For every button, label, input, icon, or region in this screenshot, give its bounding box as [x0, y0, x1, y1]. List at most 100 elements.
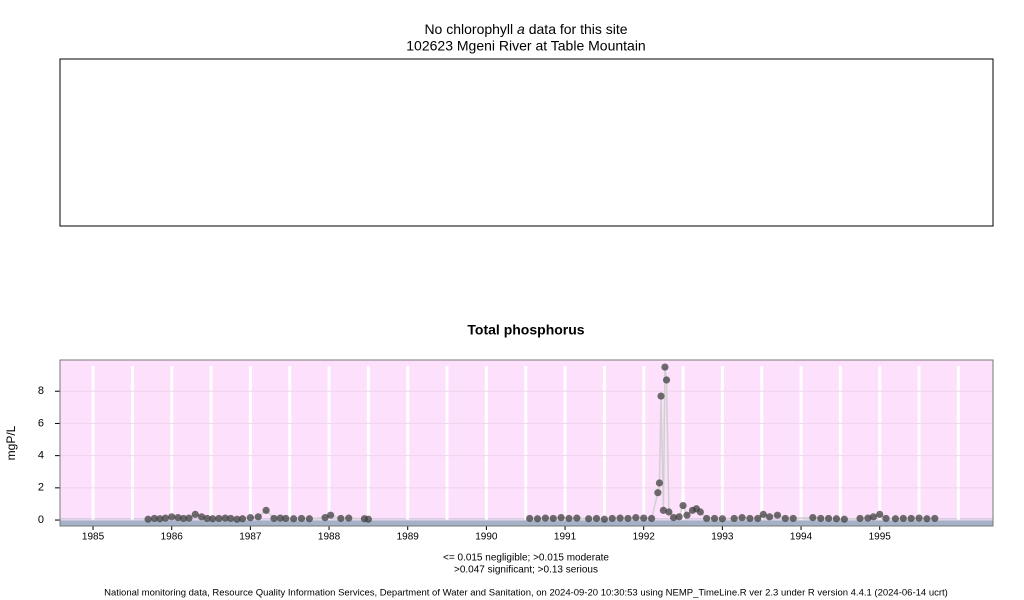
data-point: [608, 514, 616, 523]
data-point: [876, 510, 884, 519]
data-point: [824, 514, 833, 523]
data-point: [262, 506, 270, 514]
data-point: [533, 515, 542, 523]
data-point: [746, 514, 754, 523]
data-point: [773, 511, 782, 519]
y-axis-label: mgP/L: [4, 425, 18, 460]
data-point: [305, 515, 313, 523]
x-tick-label: 1986: [161, 532, 184, 543]
data-point: [907, 514, 915, 523]
x-tick-label: 1993: [711, 532, 734, 543]
data-point: [730, 514, 738, 523]
data-point: [600, 515, 608, 523]
x-tick-label: 1994: [790, 532, 813, 543]
data-point: [703, 514, 711, 523]
data-point: [254, 513, 262, 521]
data-point: [718, 515, 726, 523]
data-point: [915, 514, 923, 522]
data-point: [856, 514, 864, 523]
x-tick-label: 1992: [633, 532, 656, 543]
data-point: [557, 514, 565, 522]
footer: National monitoring data, Resource Quali…: [104, 588, 948, 599]
data-point: [526, 514, 534, 523]
data-point: [624, 514, 632, 523]
data-point: [647, 514, 656, 523]
data-point: [364, 515, 372, 523]
data-point: [221, 514, 229, 522]
threshold-band: [60, 519, 993, 526]
data-point: [276, 514, 284, 522]
empty-panel: [59, 58, 994, 227]
data-point: [233, 515, 241, 523]
data-point: [765, 513, 774, 521]
y-tick-label: 6: [38, 417, 44, 429]
panel-subtitle: 102623 Mgeni River at Table Mountain: [406, 38, 645, 54]
data-point: [696, 508, 704, 516]
title-part: data for this site: [529, 21, 628, 37]
data-point: [640, 514, 648, 522]
x-tick-label: 1995: [869, 532, 892, 543]
data-point: [321, 514, 329, 522]
data-point: [683, 511, 691, 519]
data-point: [869, 513, 878, 521]
data-point: [297, 514, 306, 523]
data-point: [270, 514, 278, 523]
y-tick-label: 0: [38, 514, 44, 526]
data-point: [179, 514, 188, 523]
data-point: [670, 514, 678, 522]
data-point: [657, 392, 665, 400]
data-point: [150, 514, 159, 523]
data-point: [345, 514, 353, 522]
title-part: No chlorophyll: [424, 21, 513, 37]
data-point: [864, 514, 872, 522]
data-point: [654, 489, 662, 497]
x-tick-label: 1987: [239, 532, 262, 543]
data-point: [891, 515, 900, 523]
data-point: [327, 511, 335, 519]
data-point: [809, 514, 817, 522]
chart-title: Total phosphorus: [467, 322, 584, 338]
data-point: [931, 514, 939, 523]
data-point: [665, 508, 673, 516]
x-tick-label: 1985: [82, 532, 105, 543]
plot-frame: [59, 359, 994, 527]
data-point: [541, 514, 549, 522]
data-point: [549, 514, 557, 523]
data-point: [203, 514, 211, 523]
data-point: [789, 514, 797, 523]
data-point: [832, 515, 841, 523]
data-point: [337, 514, 345, 523]
y-tick-label: 4: [38, 450, 44, 462]
data-point: [759, 510, 767, 519]
data-point: [710, 514, 719, 523]
data-point: [661, 363, 669, 371]
note: <= 0.015 negligible; >0.015 moderate: [443, 553, 609, 564]
data-point: [290, 515, 298, 523]
y-tick-label: 2: [38, 482, 44, 494]
data-point: [156, 515, 164, 523]
x-tick-label: 1989: [397, 532, 420, 543]
data-point: [144, 515, 152, 523]
data-point: [840, 515, 848, 523]
data-point: [655, 479, 664, 487]
data-point: [675, 513, 683, 521]
data-point: [168, 513, 176, 521]
data-point: [817, 514, 825, 523]
data-point: [923, 515, 931, 523]
title-part: a: [517, 21, 525, 37]
data-point: [632, 514, 640, 522]
data-point: [174, 514, 182, 522]
data-point: [238, 515, 247, 523]
data-point: [573, 514, 581, 522]
panel-title: No chlorophyll a data for this site: [424, 21, 627, 37]
x-tick-label: 1988: [318, 532, 341, 543]
x-tick-label: 1990: [475, 532, 498, 543]
data-point: [215, 514, 223, 523]
data-point: [592, 514, 601, 523]
data-point: [585, 515, 593, 523]
note: >0.047 significant; >0.13 serious: [454, 565, 598, 576]
data-point: [198, 513, 206, 521]
y-tick-label: 8: [38, 385, 44, 397]
data-point: [282, 514, 290, 523]
data-point: [679, 501, 687, 510]
